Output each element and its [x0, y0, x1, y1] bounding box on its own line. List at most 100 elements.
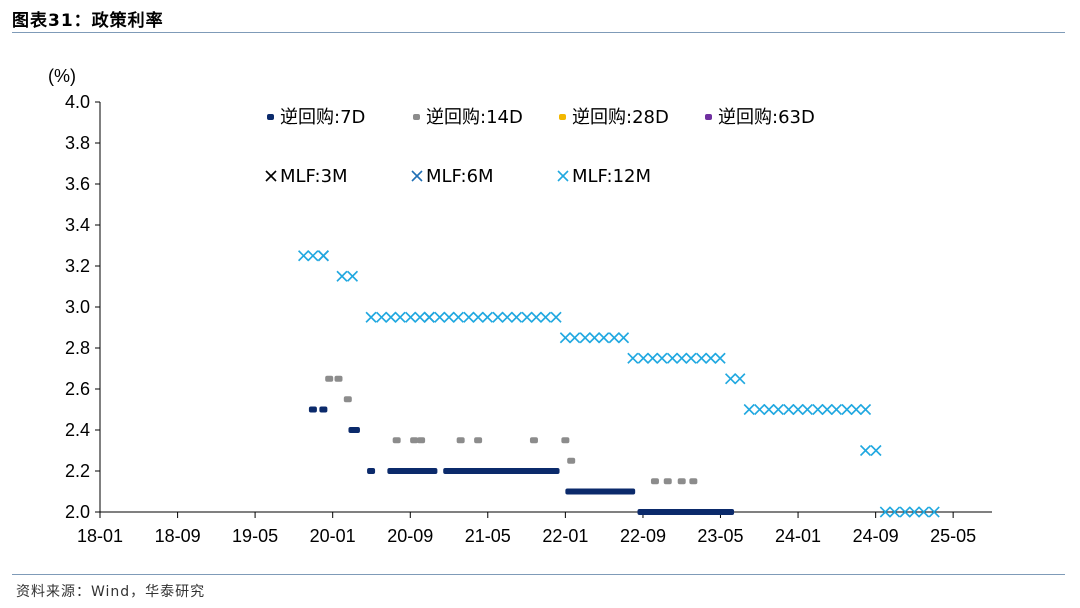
legend-marker-rr14d — [413, 114, 420, 120]
data-point-rr14d — [529, 437, 538, 444]
x-tick-label: 20-09 — [387, 526, 433, 546]
data-point-mlf12m — [889, 506, 901, 518]
data-point-rr14d — [474, 437, 483, 444]
data-point-mlf12m — [666, 352, 678, 364]
data-point-mlf12m — [521, 311, 533, 323]
data-point-rr14d — [561, 437, 570, 444]
data-point-mlf12m — [559, 332, 571, 344]
x-marker-stroke — [812, 403, 824, 416]
data-point-mlf12m — [637, 352, 649, 364]
data-point-mlf12m — [830, 403, 843, 416]
data-point-rr14d — [392, 437, 401, 444]
data-point-mlf12m — [676, 352, 688, 364]
x-marker-stroke — [492, 311, 504, 323]
x-marker-stroke — [899, 506, 911, 518]
data-point-mlf12m — [754, 403, 766, 416]
x-marker-stroke — [918, 506, 930, 518]
data-point-mlf12m — [918, 506, 930, 518]
data-point-mlf12m — [317, 250, 329, 262]
data-point-mlf12m — [743, 403, 755, 416]
data-point-mlf12m — [569, 332, 581, 344]
x-marker-stroke — [298, 250, 310, 262]
x-marker-stroke — [472, 311, 484, 323]
chart-marks — [298, 250, 940, 518]
x-marker-stroke — [685, 352, 697, 364]
data-point-mlf12m — [850, 403, 862, 416]
data-point-rr14d — [410, 437, 419, 444]
legend-label-mlf3m: MLF:3M — [280, 166, 348, 187]
y-tick-label: 2.4 — [65, 420, 90, 440]
data-point-mlf12m — [725, 373, 737, 385]
data-point-mlf12m — [588, 332, 601, 344]
x-marker-stroke — [557, 170, 569, 182]
data-point-mlf12m — [763, 403, 775, 416]
series-mlf12m — [298, 250, 940, 518]
figure-title: 图表31：政策利率 — [12, 11, 164, 31]
x-tick-label: 22-01 — [542, 526, 588, 546]
x-marker-stroke — [763, 403, 775, 416]
x-tick-label: 18-09 — [155, 526, 201, 546]
x-marker-stroke — [365, 311, 377, 323]
x-marker-stroke — [463, 311, 475, 323]
data-bar-rr7d — [387, 468, 438, 474]
legend-label-mlf12m: MLF:12M — [572, 166, 651, 187]
x-marker-stroke — [656, 352, 668, 364]
x-marker-stroke — [879, 506, 891, 518]
data-point-mlf12m — [510, 311, 523, 323]
data-point-mlf12m — [434, 311, 446, 323]
data-point-mlf12m — [550, 311, 562, 323]
legend-item-rr7d: 逆回购:7D — [267, 107, 365, 128]
legend-marker-mlf12m — [557, 170, 569, 182]
x-tick-label: 19-05 — [232, 526, 278, 546]
data-bar-rr7d — [637, 509, 735, 515]
data-point-mlf12m — [812, 403, 824, 416]
x-marker-stroke — [559, 332, 571, 344]
data-point-rr14d — [650, 478, 659, 485]
x-marker-stroke — [725, 373, 737, 385]
y-tick-label: 4.0 — [65, 92, 90, 112]
legend-marker-rr28d — [559, 114, 566, 120]
data-point-mlf12m — [452, 311, 464, 323]
data-point-mlf12m — [841, 403, 853, 416]
data-point-mlf12m — [307, 250, 319, 262]
x-marker-stroke — [859, 403, 872, 416]
x-marker-stroke — [598, 332, 610, 344]
policy-rate-chart: 2.0 2.2 2.4 2.6 2.8 3.0 3.2 3.4 3.6 3.8 4.0 18-01 18… — [48, 66, 992, 546]
data-point-rr14d — [334, 375, 343, 382]
x-marker-stroke — [637, 352, 649, 364]
data-point-rr7d — [351, 427, 360, 433]
x-marker-stroke — [841, 403, 853, 416]
data-point-mlf12m — [705, 352, 717, 364]
legend-item-rr28d: 逆回购:28D — [559, 107, 669, 128]
x-tick-label: 23-05 — [697, 526, 743, 546]
x-marker-stroke — [569, 332, 581, 344]
x-marker-stroke — [830, 403, 843, 416]
x-marker-stroke — [850, 403, 862, 416]
data-point-rr14d — [567, 457, 576, 464]
series-mlf6m — [317, 250, 435, 323]
x-marker-stroke — [714, 352, 726, 364]
x-marker-stroke — [754, 403, 766, 416]
x-marker-stroke — [928, 506, 940, 518]
x-marker-stroke — [423, 311, 435, 323]
data-point-mlf12m — [579, 332, 591, 344]
data-point-mlf12m — [821, 403, 833, 416]
legend-item-mlf3m: MLF:3M — [265, 166, 348, 187]
x-marker-stroke — [792, 403, 804, 416]
legend-marker-mlf6m — [411, 170, 423, 182]
data-point-mlf12m — [472, 311, 484, 323]
legend-label-rr63d: 逆回购:63D — [718, 107, 815, 128]
data-point-mlf12m — [365, 311, 377, 323]
x-marker-stroke — [550, 311, 562, 323]
data-point-mlf12m — [783, 403, 795, 416]
x-marker-stroke — [676, 352, 688, 364]
data-point-mlf12m — [540, 311, 552, 323]
x-marker-stroke — [452, 311, 464, 323]
data-point-mlf12m — [656, 352, 668, 364]
x-marker-stroke — [695, 352, 708, 364]
series-rr7d — [308, 406, 735, 515]
x-marker-stroke — [317, 250, 329, 262]
x-marker-stroke — [501, 311, 513, 323]
y-tick-label: 2.6 — [65, 379, 90, 399]
data-point-rr14d — [325, 375, 334, 382]
